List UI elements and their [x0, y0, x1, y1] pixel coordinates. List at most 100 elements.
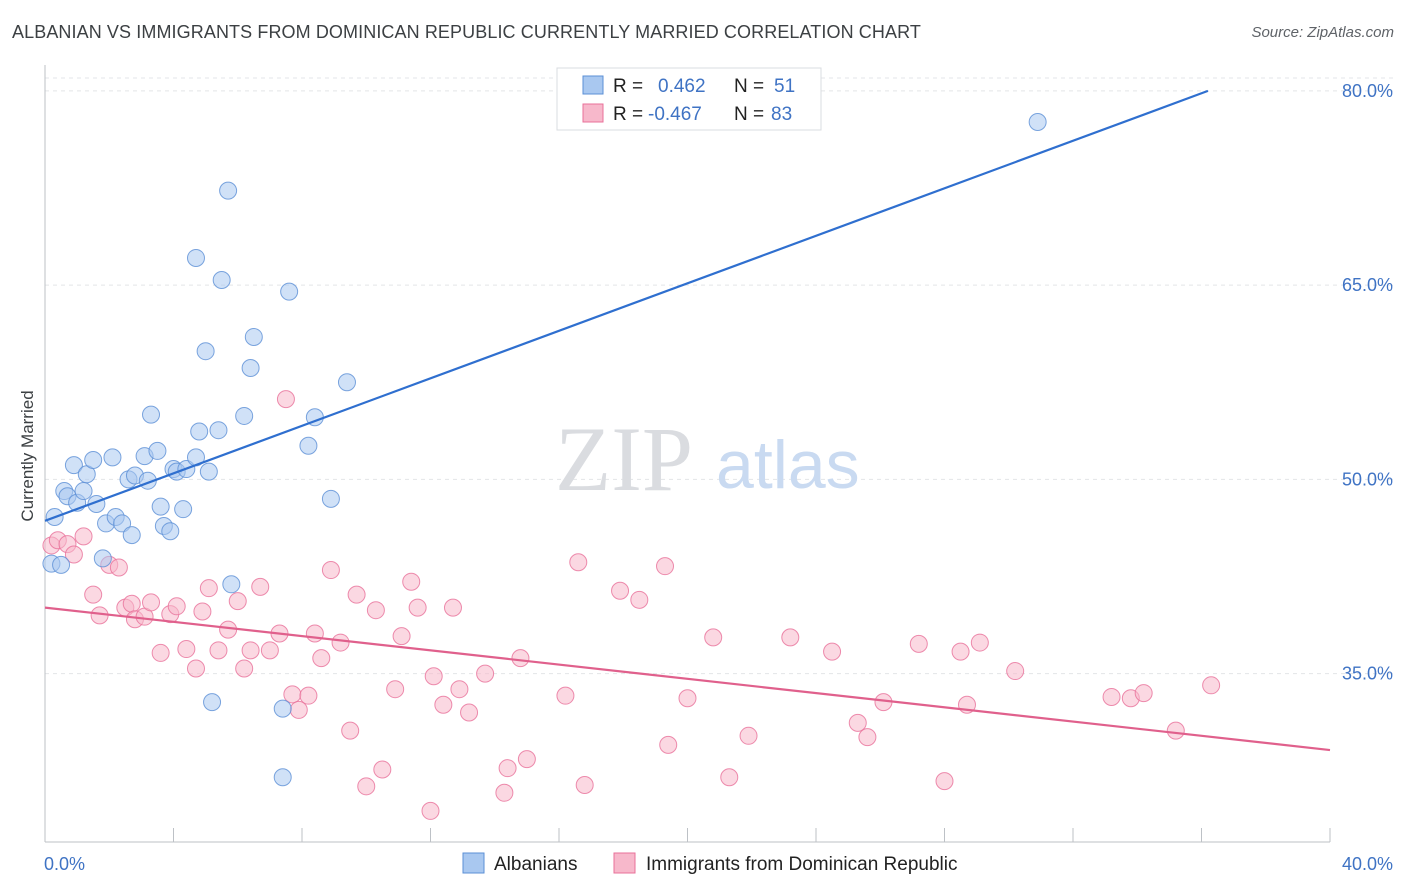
dominican-point — [450, 680, 469, 699]
dominican-point — [434, 695, 453, 714]
dominican-point — [305, 624, 324, 643]
albanians-trend-line — [44, 89, 1209, 522]
dominican-point — [704, 628, 723, 647]
dominican-point — [1006, 662, 1025, 681]
dominican-point — [167, 597, 186, 616]
dominican-point — [177, 640, 196, 659]
albanians-point — [1028, 112, 1047, 131]
albanians-point — [337, 373, 356, 392]
dominican-point — [935, 772, 954, 791]
dominican-point — [228, 592, 247, 611]
dominican-point — [142, 593, 161, 612]
legend-bottom: Albanians Immigrants from Dominican Repu… — [462, 852, 958, 875]
dominican-point — [276, 390, 295, 409]
watermark: ZIP atlas — [555, 408, 860, 510]
legend-top: R = 0.462 N = 51 R = -0.467 N = 83 — [556, 67, 822, 131]
albanians-point — [122, 526, 141, 545]
dominican-point — [495, 783, 514, 802]
albanians-point — [273, 768, 292, 787]
dominican-point — [460, 703, 479, 722]
dominican-point — [1102, 687, 1121, 706]
dominican-point — [970, 633, 989, 652]
dominican-point — [408, 598, 427, 617]
trend-lines — [44, 89, 1331, 752]
x-tick-label: 0.0% — [44, 854, 85, 874]
dominican-point — [341, 721, 360, 740]
dominican-point — [556, 686, 575, 705]
albanians-point — [84, 450, 103, 469]
watermark-zip: ZIP — [555, 408, 693, 510]
dominican-point — [1202, 676, 1221, 695]
dominican-point — [858, 728, 877, 747]
dominican-point — [312, 649, 331, 668]
dominican-point — [424, 667, 443, 686]
legend-r-value-1: 0.462 — [658, 76, 706, 97]
dominican-point — [720, 768, 739, 787]
x-tick-label: 40.0% — [1342, 854, 1393, 874]
albanians-point — [174, 500, 193, 519]
dominican-point — [659, 735, 678, 754]
watermark-atlas: atlas — [716, 427, 860, 503]
legend-n-label-1: N = — [734, 76, 764, 97]
dominican-point — [517, 750, 536, 769]
legend-r-label-2: R = — [613, 104, 643, 125]
albanians-point — [196, 342, 215, 361]
dominican-point — [122, 594, 141, 613]
albanians-point — [299, 436, 318, 455]
dominican-point — [1134, 684, 1153, 703]
albanians-point — [103, 448, 122, 467]
dominican-point — [199, 579, 218, 598]
y-axis-label: Currently Married — [18, 390, 37, 521]
dominican-point — [511, 649, 530, 668]
albanians-point — [280, 282, 299, 301]
legend-bottom-albanians: Albanians — [494, 854, 577, 875]
dominican-point — [373, 760, 392, 779]
legend-swatch-albanians — [582, 75, 604, 95]
dominican-point — [498, 759, 517, 778]
albanians-point — [186, 248, 205, 267]
dominican-point — [235, 659, 254, 678]
source-label: Source: ZipAtlas.com — [1251, 24, 1394, 41]
dominican-point — [386, 680, 405, 699]
legend-bottom-dominican: Immigrants from Dominican Republic — [646, 854, 958, 875]
albanians-point — [241, 359, 260, 378]
legend-n-value-2: 83 — [771, 104, 792, 125]
dominican-point — [299, 686, 318, 705]
dominican-point — [569, 553, 588, 572]
dominican-point — [909, 634, 928, 653]
albanians-point — [142, 405, 161, 424]
legend-swatch-dominican — [582, 103, 604, 123]
y-tick-label: 50.0% — [1342, 469, 1393, 489]
dominican-point — [357, 777, 376, 796]
dominican-point — [260, 641, 279, 660]
albanians-point — [219, 181, 238, 200]
dominican-point — [109, 558, 128, 577]
y-tick-labels: 35.0% 50.0% 65.0% 80.0% — [1342, 81, 1393, 684]
dominican-point — [64, 545, 83, 564]
legend-r-label-1: R = — [613, 76, 643, 97]
series-albanians-points — [42, 112, 1047, 787]
dominican-point — [321, 561, 340, 580]
dominican-point — [209, 641, 228, 660]
x-tick-labels: 0.0% 40.0% — [44, 854, 1393, 874]
dominican-point — [84, 585, 103, 604]
dominican-point — [402, 572, 421, 591]
albanians-point — [244, 327, 263, 346]
dominican-point — [1166, 721, 1185, 740]
dominican-point — [251, 577, 270, 596]
albanians-point — [235, 406, 254, 425]
albanians-point — [113, 514, 132, 533]
dominican-point — [289, 700, 308, 719]
dominican-trend-line — [44, 606, 1331, 752]
dominican-point — [476, 664, 495, 683]
dominican-point — [392, 627, 411, 646]
dominican-point — [421, 801, 440, 820]
dominican-point — [575, 776, 594, 795]
legend-n-label-2: N = — [734, 104, 764, 125]
dominican-point — [739, 726, 758, 745]
y-tick-label: 80.0% — [1342, 81, 1393, 101]
dominican-point — [630, 590, 649, 609]
albanians-point — [151, 497, 170, 516]
dominican-point — [347, 585, 366, 604]
